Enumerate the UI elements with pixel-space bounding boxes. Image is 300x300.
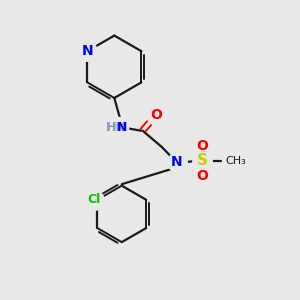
Text: N: N <box>82 44 93 58</box>
Text: Cl: Cl <box>87 193 101 206</box>
Text: N: N <box>117 121 128 134</box>
Text: HN: HN <box>105 121 126 134</box>
Text: O: O <box>150 108 162 122</box>
Text: O: O <box>197 139 208 152</box>
Text: H: H <box>106 121 116 134</box>
Text: CH₃: CH₃ <box>225 156 246 166</box>
Text: O: O <box>197 169 208 184</box>
Text: S: S <box>196 154 208 169</box>
Text: N: N <box>171 155 183 170</box>
